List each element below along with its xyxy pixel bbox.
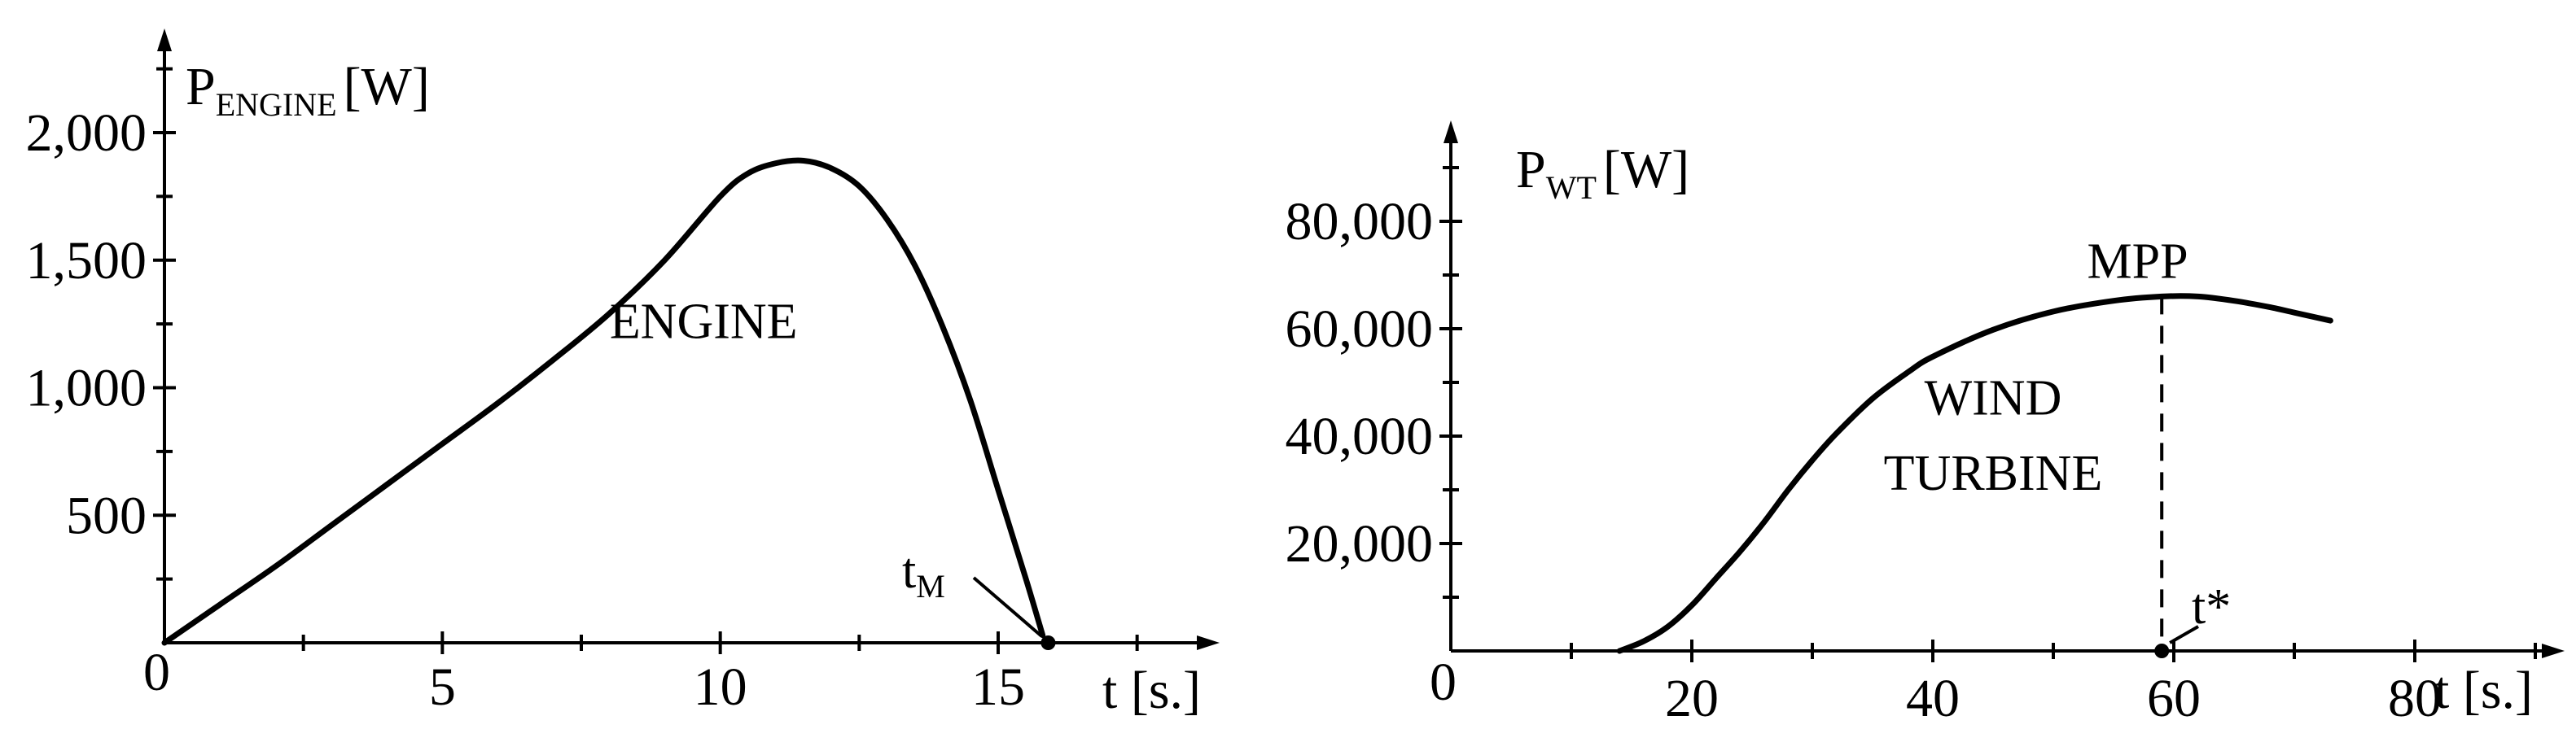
engine-x-axis-arrow <box>1197 635 1220 650</box>
wt-y-tick-label: 60,000 <box>1286 299 1434 359</box>
engine-tm-point <box>1040 635 1056 650</box>
wind-tstar-leader-line <box>2169 625 2199 644</box>
wt-x-tick-label: 60 <box>2147 669 2201 728</box>
wt-y-tick-label: 80,000 <box>1286 192 1434 251</box>
wind-region-label-line1: WIND <box>1925 371 2062 426</box>
wind-tstar-label: t* <box>2192 579 2231 635</box>
engine-y-axis-label-sub: ENGINE <box>216 86 337 123</box>
engine-region-label: ENGINE <box>610 294 798 349</box>
wind-x-axis-arrow <box>2542 644 2565 658</box>
wt-y-tick-label: 20,000 <box>1286 514 1434 574</box>
wt-x-tick-label: 40 <box>1906 669 1960 728</box>
eng-y-tick-label: 1,500 <box>26 231 147 290</box>
engine-y-axis-label-main: P <box>186 57 216 116</box>
engine-x-axis-label: t [s.] <box>1102 661 1201 720</box>
wind-y-axis-label: PWT [W] <box>1516 140 1689 206</box>
eng-x-tick-label: 5 <box>429 657 456 717</box>
wind-y-axis-label-unit: [W] <box>1603 140 1689 199</box>
wind-ticks <box>1439 166 2537 662</box>
engine-y-axis-label-unit: [W] <box>344 57 430 116</box>
wt-x-tick-label: 80 <box>2388 669 2442 728</box>
wt-x-tick-label: 20 <box>1665 669 1719 728</box>
eng-y-tick-label: 500 <box>66 486 147 545</box>
wind-tick-labels: 20 40 60 80 20,000 40,000 60,000 80,000 <box>1286 192 2442 728</box>
engine-power-curve <box>161 157 1046 646</box>
engine-tm-leader-line <box>972 576 1043 638</box>
engine-y-axis-arrow <box>157 28 172 51</box>
wt-y-tick-label: 40,000 <box>1286 407 1434 466</box>
eng-x-tick-label: 10 <box>694 657 747 717</box>
wind-y-axis-label-main: P <box>1516 140 1546 199</box>
wind-mpp-label: MPP <box>2088 234 2188 289</box>
engine-origin-label: 0 <box>143 643 170 702</box>
eng-x-tick-label: 15 <box>971 657 1025 717</box>
wind-y-axis-label-sub: WT <box>1546 169 1597 206</box>
wind-x-axis-label: t [s.] <box>2434 661 2533 720</box>
wind-turbine-power-curve <box>1616 293 2333 654</box>
engine-tick-labels: 5 10 15 500 1,000 1,500 2,000 <box>26 103 1026 717</box>
engine-tm-label-sub: M <box>916 568 945 605</box>
wind-origin-label: 0 <box>1430 653 1457 712</box>
engine-tm-label-main: t <box>902 544 916 599</box>
engine-tm-label: tM <box>902 544 945 605</box>
wind-y-axis-arrow <box>1444 120 1458 143</box>
wind-tstar-point <box>2154 644 2170 658</box>
engine-y-axis-label: PENGINE [W] <box>186 57 430 123</box>
engine-ticks <box>153 67 1139 654</box>
eng-y-tick-label: 2,000 <box>26 103 147 163</box>
engine-axes <box>157 28 1220 650</box>
eng-y-tick-label: 1,000 <box>26 359 147 418</box>
wind-region-label-line2: TURBINE <box>1884 446 2103 501</box>
